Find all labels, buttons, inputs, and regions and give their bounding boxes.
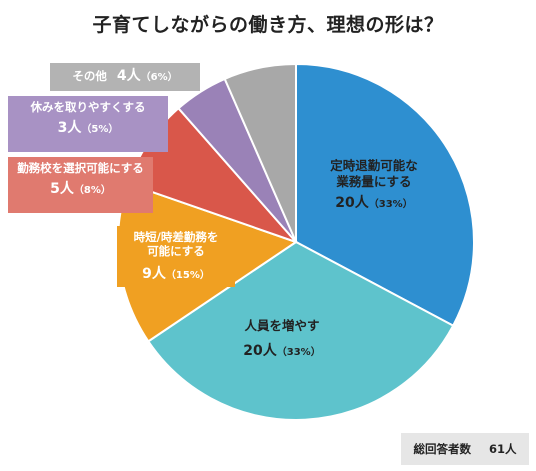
- slice-label-line: 業務量にする: [336, 173, 412, 189]
- slice-label-choose-school: 勤務校を選択可能にする 5人（8%）: [8, 157, 153, 213]
- slice-label-line: 時短/時差勤務を: [133, 230, 219, 244]
- slice-count: 9人: [142, 265, 166, 282]
- slice-percent: （8%）: [73, 185, 111, 197]
- slice-percent: （33%）: [368, 199, 413, 211]
- slice-label-fixed-hours: 定時退勤可能な 業務量にする 20人（33%）: [318, 158, 430, 213]
- slice-label-easy-leave: 休みを取りやすくする 3人（5%）: [8, 96, 168, 152]
- slice-count: 20人: [335, 195, 369, 212]
- slice-label-line: 可能にする: [147, 244, 205, 259]
- slice-label-line: その他: [72, 69, 107, 83]
- chart-title: 子育てしながらの働き方、理想の形は？: [92, 14, 444, 36]
- slice-count: 20人: [243, 342, 277, 359]
- slice-percent: （6%）: [140, 72, 178, 83]
- slice-label-line: 休みを取りやすくする: [30, 100, 146, 114]
- slice-label-line: 勤務校を選択可能にする: [17, 161, 144, 175]
- pie-slice-0: [295, 62, 475, 328]
- total-respondents-label: 総回答者数: [413, 442, 471, 456]
- slice-count: 5人: [50, 181, 74, 198]
- slice-count: 3人: [57, 120, 82, 137]
- pie-slice-5: [223, 62, 297, 243]
- pie-slice-1: [146, 240, 455, 421]
- slice-label-line: 定時退勤可能な: [330, 158, 418, 173]
- total-respondents-box: 総回答者数 61人: [401, 433, 529, 465]
- total-respondents-value: 61人: [488, 442, 517, 456]
- slice-label-short-hours: 時短/時差勤務を 可能にする 9人（15%）: [117, 226, 235, 288]
- slice-label-more-staff: 人員を増やす 20人（33%）: [232, 318, 332, 360]
- slice-percent: （15%）: [165, 269, 210, 281]
- slice-label-line: 人員を増やす: [244, 318, 320, 333]
- slice-label-other: その他 4人（6%）: [50, 63, 200, 91]
- slice-count: 4人: [116, 68, 141, 84]
- slice-percent: （33%）: [276, 346, 321, 358]
- slice-percent: （5%）: [81, 124, 119, 136]
